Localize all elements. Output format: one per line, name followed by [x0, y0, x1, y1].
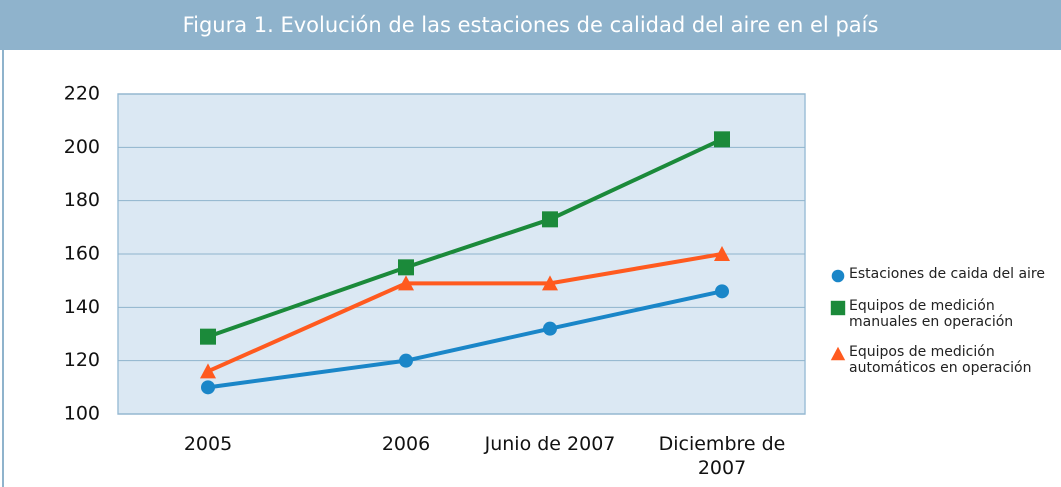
marker — [398, 275, 414, 291]
y-tick-label: 200 — [64, 136, 100, 158]
marker — [542, 211, 558, 228]
marker — [200, 328, 216, 345]
legend-swatch — [830, 346, 846, 361]
marker — [714, 131, 730, 148]
x-tick-label: 2006 — [381, 433, 431, 455]
legend-swatch — [831, 269, 845, 283]
x-tick-label: 2005 — [183, 433, 233, 455]
y-tick-label: 160 — [64, 243, 100, 265]
marker — [830, 346, 846, 361]
y-tick-label: 140 — [64, 296, 100, 318]
marker — [715, 284, 729, 299]
marker — [542, 275, 558, 291]
legend-swatch — [830, 300, 846, 316]
marker — [398, 259, 414, 276]
y-tick-label: 120 — [64, 349, 100, 371]
legend-label: Equipos de medición automáticos en opera… — [849, 344, 1032, 376]
legend-item: Estaciones de caida del aire — [830, 266, 1050, 284]
legend: Estaciones de caida del aire Equipos de m… — [830, 266, 1050, 390]
legend-label: Estaciones de caida del aire — [849, 266, 1045, 282]
frame — [2, 50, 4, 487]
series-line — [207, 289, 723, 390]
y-tick-label: 220 — [64, 83, 100, 105]
marker — [831, 269, 845, 283]
series-line — [207, 252, 723, 374]
marker — [714, 246, 730, 261]
legend-item: Equipos de medición automáticos en opera… — [830, 344, 1050, 376]
marker — [830, 300, 846, 316]
legend-item: Equipos de medición manuales en operació… — [830, 298, 1050, 330]
marker — [200, 363, 216, 379]
marker — [201, 380, 215, 395]
chart-title: Figura 1. Evolución de las estaciones de… — [0, 0, 1061, 50]
series-line — [207, 137, 723, 339]
y-tick-label: 180 — [64, 189, 100, 211]
marker — [399, 353, 413, 368]
x-tick-label: Junio de 2007 — [484, 433, 616, 455]
marker — [543, 321, 557, 336]
y-tick-label: 100 — [64, 403, 100, 425]
legend-label: Equipos de medición manuales en operació… — [849, 298, 1014, 330]
x-tick-label: Diciembre de 2007 — [658, 433, 786, 479]
